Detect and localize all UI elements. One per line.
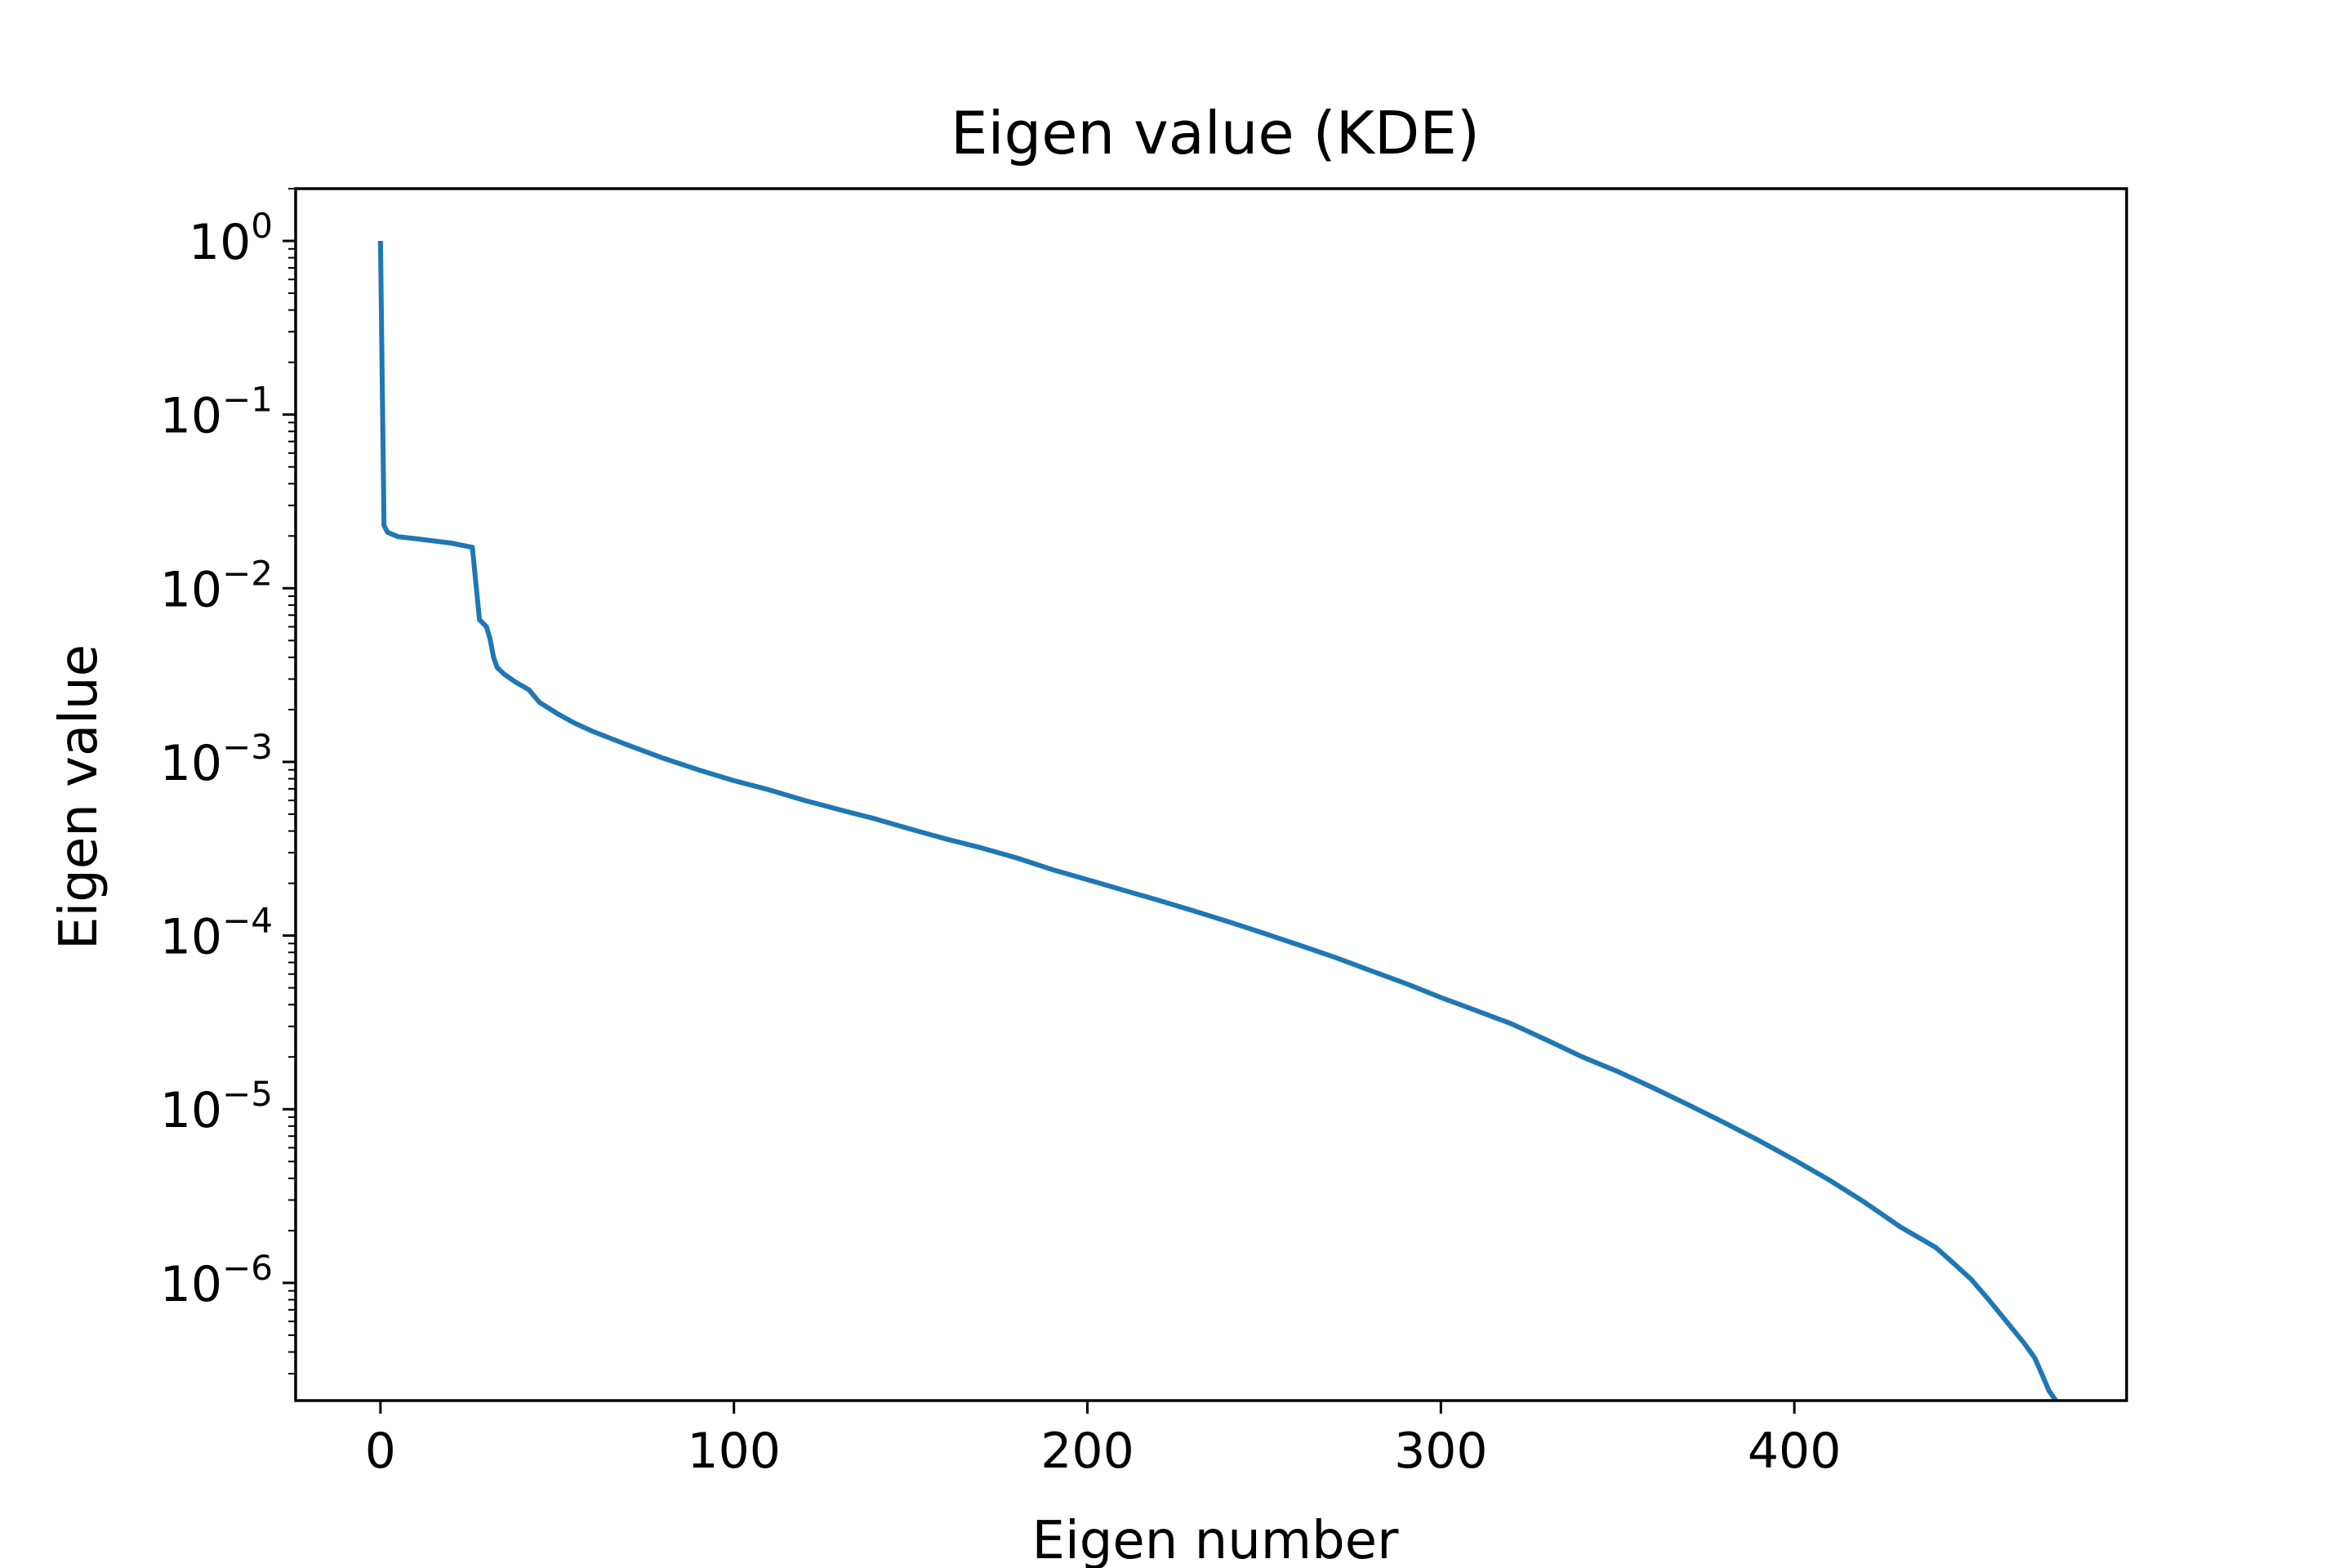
y-tick-label: 10−3 [160,727,273,792]
y-tick-label: 10−4 [160,901,273,966]
y-tick-label: 10−2 [160,553,273,618]
y-tick-label: 10−1 [160,380,273,445]
tick-labels: 0 100 200 300 400 100 10−1 10−2 10−3 10−4 10−5 10−6 [160,206,1842,1480]
x-tick-label: 0 [365,1423,396,1480]
x-axis-label: Eigen number [1032,1511,1400,1568]
series-line [377,240,2058,1402]
y-axis-label: Eigen value [49,644,109,950]
x-tick-label: 200 [1040,1423,1134,1480]
x-tick-label: 400 [1748,1423,1842,1480]
x-tick-label: 300 [1394,1423,1488,1480]
y-tick-label: 10−5 [160,1074,273,1139]
axis-ticks [283,188,1796,1414]
y-tick-label: 10−6 [160,1248,273,1313]
chart-title: Eigen value (KDE) [951,99,1480,167]
x-tick-label: 100 [687,1423,781,1480]
y-tick-label: 100 [189,206,273,271]
plot-area [294,187,2128,1402]
